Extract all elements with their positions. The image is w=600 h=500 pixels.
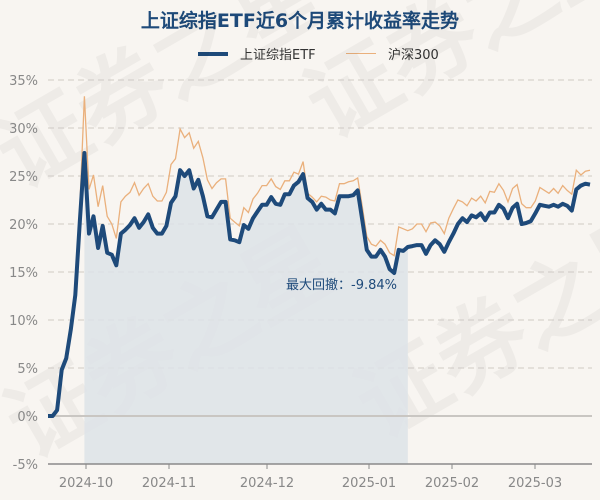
svg-text:0%: 0% [17,410,38,425]
legend-label-etf: 上证综指ETF [240,48,316,63]
legend-item-etf[interactable]: 上证综指ETF [198,44,316,63]
svg-text:-5%: -5% [13,458,38,473]
legend-item-hs300[interactable]: 沪深300 [346,44,439,63]
series-line-hs300 [48,96,591,417]
svg-text:2025-03: 2025-03 [508,476,562,491]
svg-text:2024-12: 2024-12 [240,476,294,491]
svg-text:2024-11: 2024-11 [142,476,196,491]
svg-text:2024-10: 2024-10 [59,476,113,491]
svg-text:20%: 20% [9,218,38,233]
legend-label-hs300: 沪深300 [388,48,439,63]
x-axis-ticks: 2024-10 2024-11 2024-12 2025-01 2025-02 2025-… [59,464,562,491]
legend-swatch-blue-icon [198,51,228,56]
max-drawdown-annotation: 最大回撤：-9.84% [286,278,397,293]
svg-text:10%: 10% [9,314,38,329]
svg-text:25%: 25% [9,170,38,185]
chart-title: 上证综指ETF近6个月累计收益率走势 [140,10,460,32]
legend-swatch-orange-icon [346,52,376,55]
legend: 上证综指ETF 沪深300 [0,44,600,64]
series-line-etf [48,151,591,418]
svg-text:5%: 5% [17,362,38,377]
svg-text:35%: 35% [9,74,38,89]
svg-text:15%: 15% [9,266,38,281]
svg-text:2025-02: 2025-02 [425,476,479,491]
y-axis-labels: 35% 30% 25% 20% 15% 10% 5% 0% -5% [9,74,38,473]
svg-text:30%: 30% [9,122,38,137]
svg-text:2025-01: 2025-01 [342,476,396,491]
